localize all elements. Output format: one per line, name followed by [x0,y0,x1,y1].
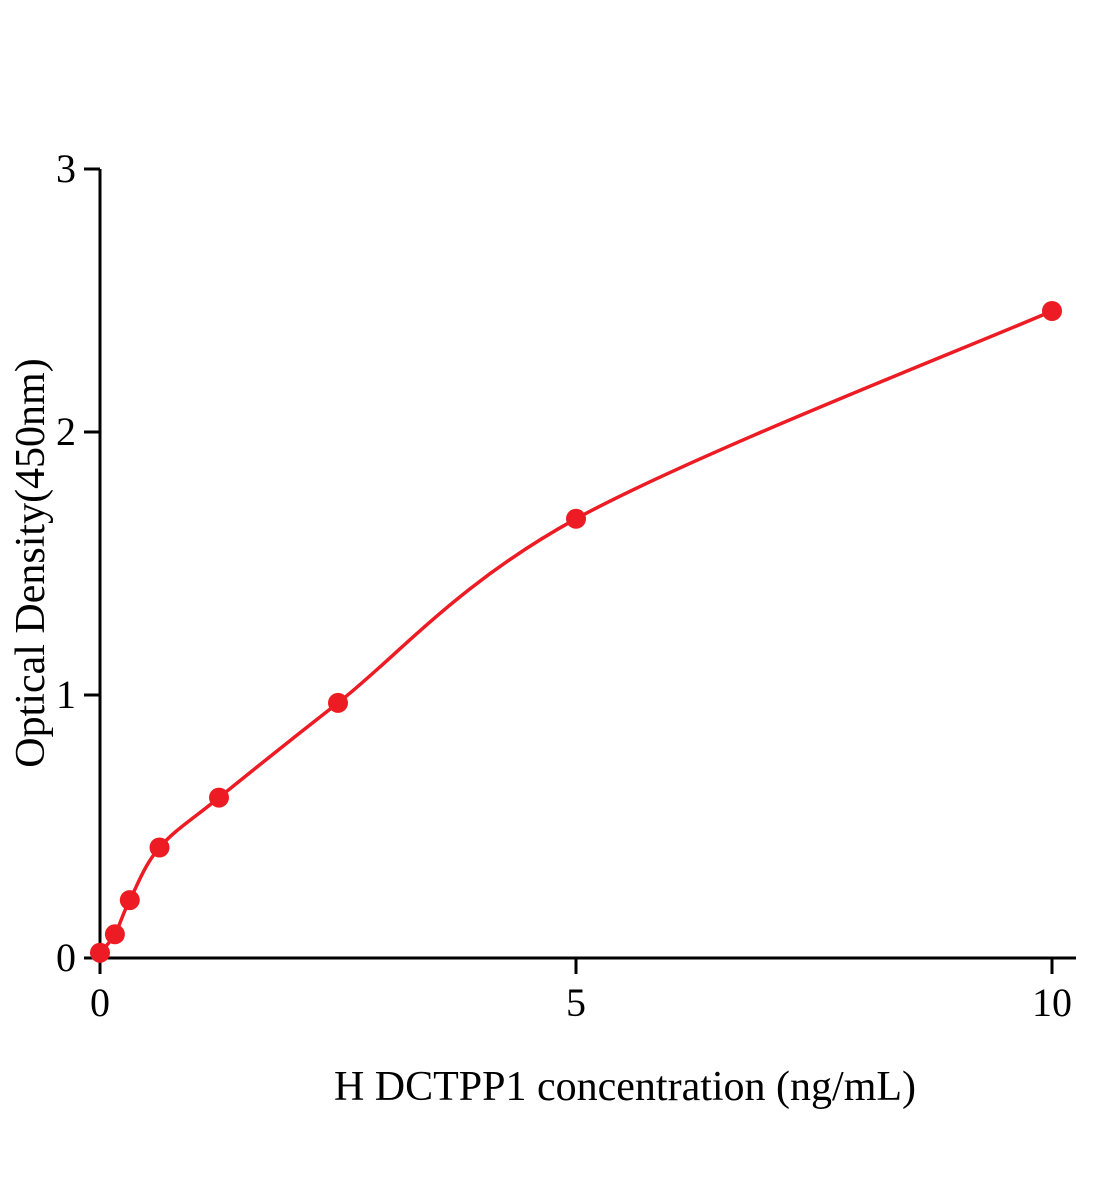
y-tick-label: 3 [56,146,76,191]
data-point [149,837,170,858]
x-tick-label: 10 [1032,980,1072,1025]
x-tick-label: 0 [90,980,110,1025]
data-point [566,508,586,529]
data-point [328,692,348,713]
y-tick-label: 2 [56,409,76,454]
y-tick-label: 0 [56,935,76,980]
x-tick-label: 5 [566,980,586,1025]
data-point [104,924,125,945]
data-point [1042,301,1062,321]
y-tick-label: 1 [56,672,76,717]
data-point [209,787,229,808]
y-axis-title: Optical Density(450nm) [8,358,54,767]
axes [84,167,1076,974]
fit-curve [98,309,1054,955]
data-point [90,942,110,963]
x-axis-title: H DCTPP1 concentration (ng/mL) [334,1064,916,1110]
tick-labels: 0 1 2 3 0 5 10 [56,146,1072,1025]
data-series [90,301,1062,963]
data-point [119,890,140,911]
